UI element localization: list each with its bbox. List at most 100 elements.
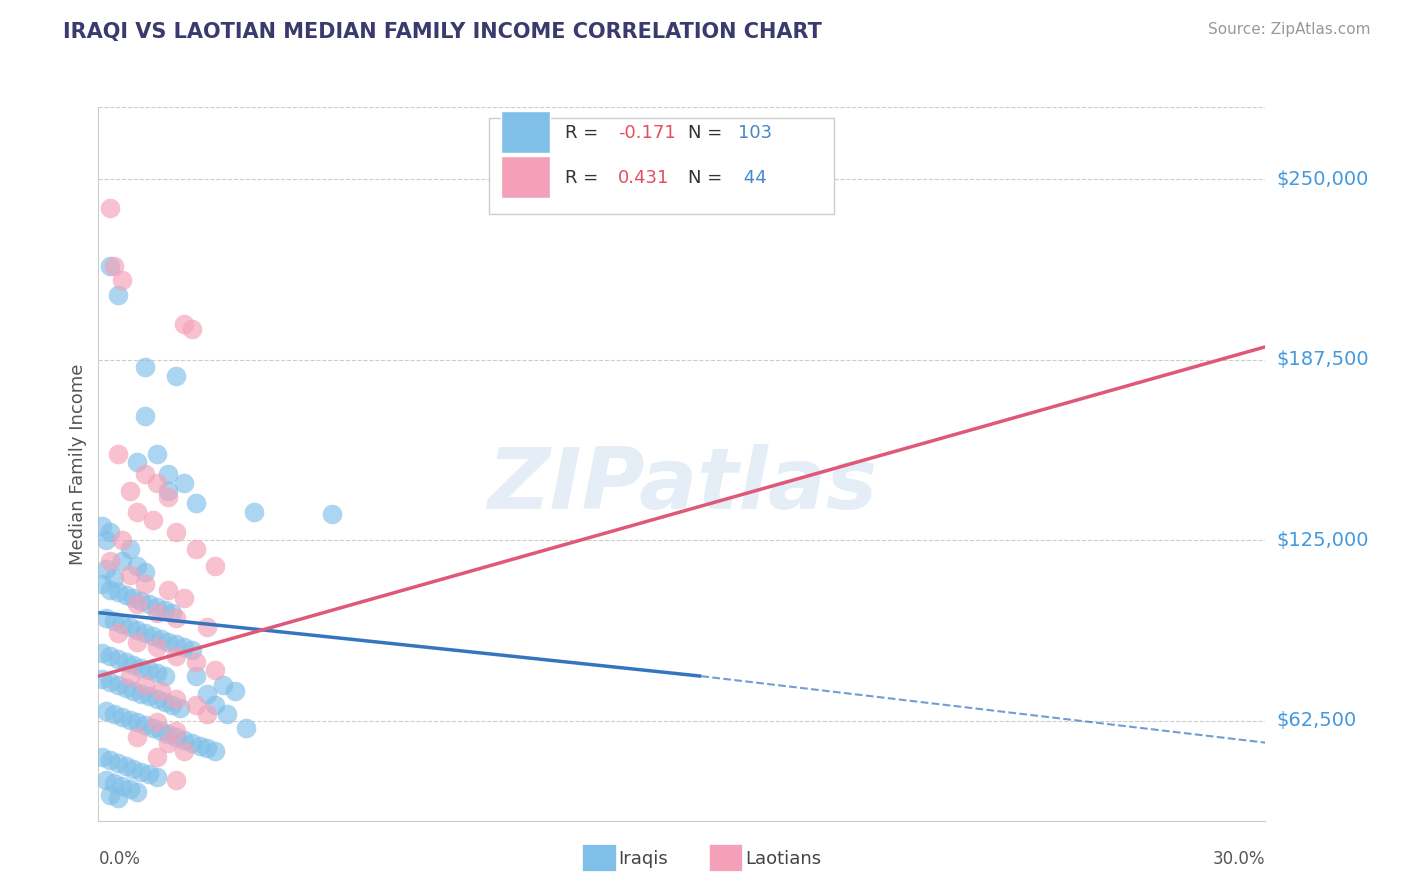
Point <box>173 317 195 331</box>
Point <box>114 655 136 669</box>
Point <box>91 672 114 686</box>
Point <box>98 753 121 767</box>
Point <box>134 467 156 481</box>
Point <box>138 767 160 781</box>
Point <box>165 724 187 739</box>
Point <box>122 591 145 606</box>
Point <box>91 646 114 660</box>
Point <box>111 533 134 548</box>
Point <box>146 715 169 730</box>
Point <box>184 496 207 510</box>
Point <box>91 576 114 591</box>
Text: 0.0%: 0.0% <box>98 849 141 868</box>
Point <box>157 484 180 499</box>
Point <box>129 594 152 608</box>
Point <box>134 678 156 692</box>
Point <box>188 739 211 753</box>
Point <box>165 524 187 539</box>
Point <box>118 713 141 727</box>
Text: R =: R = <box>565 125 599 143</box>
Point <box>157 736 180 750</box>
Text: IRAQI VS LAOTIAN MEDIAN FAMILY INCOME CORRELATION CHART: IRAQI VS LAOTIAN MEDIAN FAMILY INCOME CO… <box>63 22 823 42</box>
Point <box>184 542 207 557</box>
Point <box>127 623 149 637</box>
Point <box>107 585 129 599</box>
Point <box>169 701 191 715</box>
Point <box>157 727 180 741</box>
Point <box>146 640 169 655</box>
Point <box>157 490 180 504</box>
Point <box>118 781 141 796</box>
Point <box>96 704 118 718</box>
Point <box>321 508 343 522</box>
Point <box>114 588 136 602</box>
FancyBboxPatch shape <box>501 155 550 198</box>
Point <box>107 625 129 640</box>
Text: 103: 103 <box>738 125 772 143</box>
Point <box>204 744 226 758</box>
Point <box>146 599 169 614</box>
Point <box>184 698 207 712</box>
Point <box>111 273 134 287</box>
Point <box>180 322 202 336</box>
Point <box>103 259 125 273</box>
Point <box>127 455 149 469</box>
Text: Laotians: Laotians <box>745 850 821 868</box>
Point <box>127 559 149 574</box>
Text: $187,500: $187,500 <box>1277 351 1369 369</box>
Point <box>173 744 195 758</box>
Point <box>103 706 125 721</box>
Text: Iraqis: Iraqis <box>619 850 668 868</box>
Point <box>111 709 134 723</box>
Point <box>118 568 141 582</box>
Point <box>184 655 207 669</box>
Point <box>103 776 125 790</box>
Point <box>195 706 218 721</box>
Point <box>165 692 187 706</box>
Point <box>111 779 134 793</box>
Point <box>107 288 129 302</box>
Text: -0.171: -0.171 <box>617 125 675 143</box>
Y-axis label: Median Family Income: Median Family Income <box>69 363 87 565</box>
Point <box>114 758 136 772</box>
Point <box>180 736 202 750</box>
Point <box>146 606 169 620</box>
Point <box>146 770 169 784</box>
Point <box>127 597 149 611</box>
Point <box>204 664 226 678</box>
Point <box>107 447 129 461</box>
Point <box>146 750 169 764</box>
Point <box>98 675 121 690</box>
Point <box>118 669 141 683</box>
Point <box>134 718 156 732</box>
Point <box>98 582 121 597</box>
Text: 30.0%: 30.0% <box>1213 849 1265 868</box>
Point <box>165 368 187 383</box>
Point <box>134 409 156 424</box>
Point <box>162 606 184 620</box>
FancyBboxPatch shape <box>489 118 834 214</box>
Point <box>107 790 129 805</box>
Text: $62,500: $62,500 <box>1277 712 1357 731</box>
Point <box>118 620 141 634</box>
Point <box>98 648 121 663</box>
Point <box>98 788 121 802</box>
Point <box>96 611 118 625</box>
Point <box>134 359 156 374</box>
Point <box>165 611 187 625</box>
Text: 44: 44 <box>738 169 766 186</box>
Point <box>134 625 156 640</box>
Point <box>165 637 187 651</box>
Point <box>127 730 149 744</box>
Text: Source: ZipAtlas.com: Source: ZipAtlas.com <box>1208 22 1371 37</box>
Point <box>111 617 134 632</box>
Point <box>107 652 129 666</box>
Point <box>153 603 176 617</box>
Point <box>129 660 152 674</box>
Point <box>103 615 125 629</box>
Point <box>142 513 165 527</box>
Point <box>235 721 257 735</box>
Text: N =: N = <box>688 169 723 186</box>
Point <box>127 634 149 648</box>
Point <box>165 773 187 788</box>
